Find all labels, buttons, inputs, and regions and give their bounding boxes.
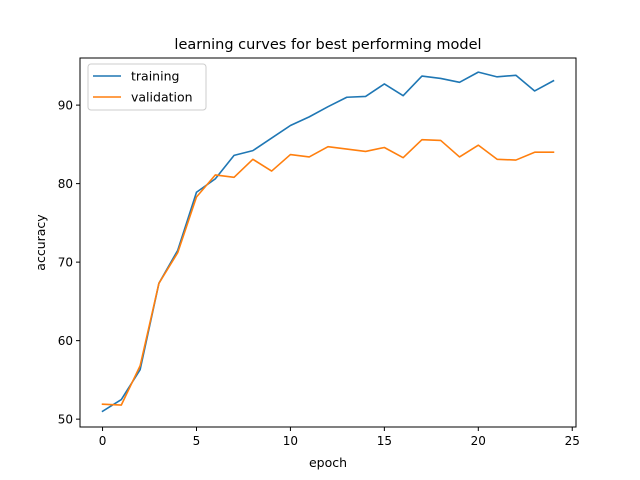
y-tick-label: 70	[58, 256, 73, 270]
x-tick-label: 5	[193, 434, 201, 448]
y-axis-ticks: 50 60 70 80 90	[58, 99, 80, 427]
x-tick-label: 25	[565, 434, 580, 448]
legend-label-training: training	[131, 69, 179, 84]
x-axis-label: epoch	[309, 455, 347, 470]
x-tick-label: 15	[377, 434, 392, 448]
chart-title: learning curves for best performing mode…	[174, 37, 481, 53]
legend: training validation	[87, 63, 207, 111]
y-tick-label: 90	[58, 99, 73, 113]
y-tick-label: 80	[58, 177, 73, 191]
plot-lines	[101, 71, 555, 413]
plot-frame	[79, 57, 577, 428]
y-tick-label: 60	[58, 334, 73, 348]
series-line-validation	[101, 138, 555, 406]
x-tick-label: 0	[99, 434, 107, 448]
y-axis-label: accuracy	[33, 214, 48, 271]
x-tick-label: 10	[283, 434, 298, 448]
y-tick-label: 50	[58, 413, 73, 427]
x-tick-label: 20	[471, 434, 486, 448]
legend-label-validation: validation	[131, 90, 193, 105]
x-axis-ticks: 0 5 10 15 20 25	[99, 427, 580, 448]
